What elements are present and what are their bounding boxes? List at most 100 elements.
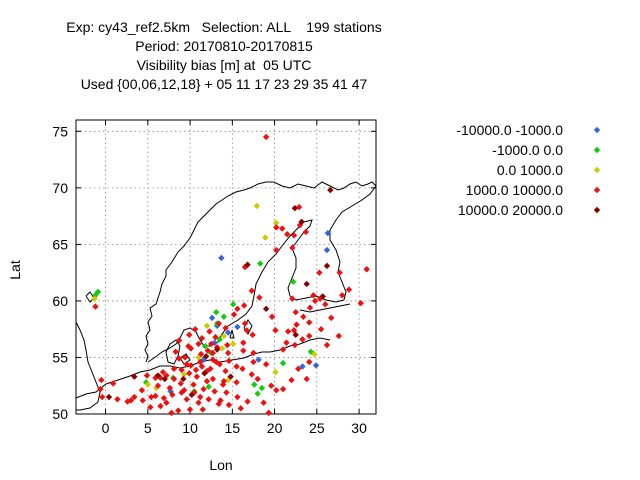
legend: -10000.0 -1000.0 -1000.0 0.0 0.0 1000.0 100…	[456, 122, 601, 218]
data-point	[144, 381, 152, 388]
data-point	[229, 340, 237, 348]
data-point	[92, 303, 99, 310]
data-point	[138, 387, 146, 394]
data-point	[262, 234, 269, 241]
data-point	[233, 363, 240, 370]
data-point	[299, 336, 306, 343]
data-point	[303, 375, 310, 383]
data-point	[208, 314, 216, 322]
data-point	[240, 302, 248, 309]
data-point	[289, 295, 296, 302]
data-point	[328, 314, 335, 322]
data-point	[177, 380, 184, 387]
data-point	[220, 332, 228, 340]
data-point	[154, 372, 162, 379]
data-point	[215, 400, 223, 408]
data-point	[234, 323, 241, 331]
data-point	[279, 346, 287, 353]
data-point	[186, 406, 194, 413]
data-point	[234, 393, 241, 401]
data-point	[255, 356, 262, 363]
data-point	[292, 309, 299, 316]
y-tick-label: 55	[52, 349, 68, 365]
y-tick-label: 60	[52, 293, 68, 309]
data-point	[239, 365, 246, 372]
data-point	[192, 366, 200, 374]
data-point	[240, 339, 247, 346]
x-tick-label: 15	[225, 420, 241, 436]
data-point	[363, 266, 370, 273]
y-axis-label: Lat	[7, 260, 23, 280]
y-tick-label: 75	[52, 123, 68, 139]
data-point	[191, 325, 199, 333]
legend-label: -1000.0 0.0	[492, 142, 563, 158]
data-point	[311, 350, 318, 358]
title-line-4: Used {00,06,12,18} + 05 11 17 23 29 35 4…	[80, 76, 368, 92]
axis-ticks: 0 5 10 15 20 25 30 50 55 60 65 70 75	[52, 120, 376, 436]
data-point	[209, 349, 217, 357]
data-point	[209, 375, 217, 383]
data-point	[284, 328, 292, 335]
data-point	[109, 380, 117, 387]
plot-frame	[75, 119, 377, 415]
data-point	[193, 373, 201, 380]
data-point	[306, 358, 313, 366]
title-line-2: Period: 20170810-20170815	[135, 38, 313, 54]
data-point	[131, 393, 138, 401]
data-point	[203, 322, 211, 329]
data-point	[97, 385, 104, 393]
data-point	[197, 358, 204, 366]
chart-title-block: Exp: cy43_ref2.5km Selection: ALL 199 st…	[0, 18, 448, 94]
data-point	[279, 385, 287, 393]
data-point	[167, 388, 174, 395]
data-point	[127, 397, 135, 404]
y-tick-label: 50	[52, 406, 68, 422]
data-point	[258, 384, 266, 392]
data-point	[218, 254, 225, 262]
legend-marker	[593, 126, 601, 134]
data-point	[206, 328, 213, 335]
legend-label: 1000.0 10000.0	[466, 182, 564, 198]
y-tick-label: 65	[52, 236, 68, 252]
data-point	[186, 331, 193, 339]
data-point	[241, 320, 249, 327]
data-point	[278, 225, 286, 232]
data-point	[143, 372, 151, 379]
data-point	[310, 292, 317, 299]
data-point	[198, 335, 206, 342]
x-tick-label: 5	[144, 420, 152, 436]
data-point	[262, 305, 270, 313]
data-point	[272, 327, 279, 334]
data-point	[186, 370, 193, 377]
data-point	[295, 365, 302, 372]
data-point	[131, 373, 138, 380]
data-point	[213, 309, 220, 316]
data-point	[249, 331, 256, 339]
data-point	[273, 224, 280, 231]
data-markers	[91, 133, 370, 417]
data-point	[224, 341, 231, 349]
data-point	[323, 246, 331, 254]
data-point	[213, 346, 221, 353]
data-point	[268, 382, 275, 389]
data-point	[303, 280, 310, 288]
data-point	[168, 409, 175, 417]
data-point	[166, 384, 174, 392]
data-point	[265, 409, 272, 417]
data-point	[224, 329, 232, 336]
data-point	[172, 348, 179, 356]
data-point	[175, 355, 183, 362]
data-point	[312, 362, 320, 369]
data-point	[139, 397, 146, 404]
data-point	[211, 339, 218, 346]
data-point	[317, 325, 325, 333]
data-point	[225, 357, 233, 365]
data-point	[357, 299, 364, 307]
data-point	[159, 368, 167, 376]
data-point	[250, 349, 257, 357]
data-point	[98, 376, 105, 384]
data-point	[336, 269, 343, 276]
legend-label: 0.0 1000.0	[497, 162, 563, 178]
data-point	[197, 350, 205, 358]
